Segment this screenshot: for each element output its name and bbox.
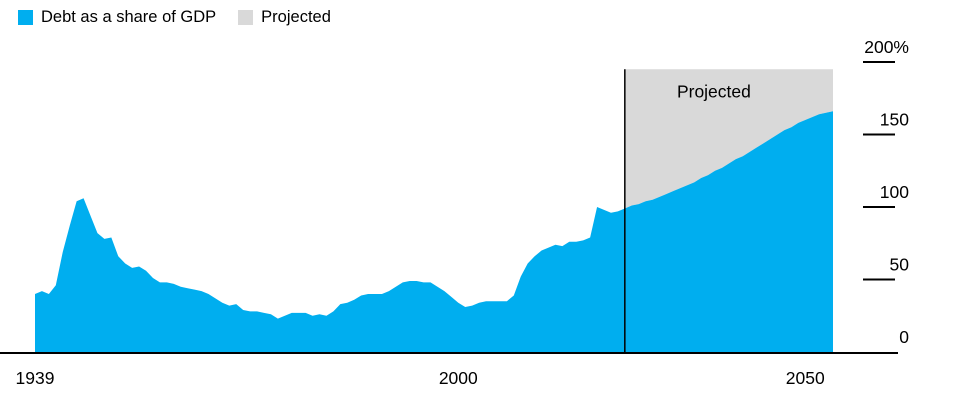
x-tick-label-2050: 2050 [786,368,825,388]
y-tick-label-100: 100 [880,182,909,202]
legend-label-projected: Projected [261,8,331,26]
y-tick-label-150: 150 [880,110,909,130]
legend-label-debt: Debt as a share of GDP [41,8,217,26]
projected-band-area [624,69,833,209]
y-tick-label-200: 200% [864,37,909,57]
y-tick-label-0: 0 [899,327,909,347]
legend-item-projected: Projected [238,9,331,26]
projected-region-label: Projected [677,81,751,101]
x-tick-label-1939: 1939 [16,368,55,388]
legend: Debt as a share of GDP Projected [18,9,331,26]
y-tick-label-50: 50 [890,255,910,275]
x-tick-label-2000: 2000 [439,368,478,388]
legend-swatch-debt-icon [18,9,33,25]
legend-item-debt: Debt as a share of GDP [18,9,216,26]
debt-area [35,111,833,352]
legend-swatch-projected-icon [238,9,254,25]
